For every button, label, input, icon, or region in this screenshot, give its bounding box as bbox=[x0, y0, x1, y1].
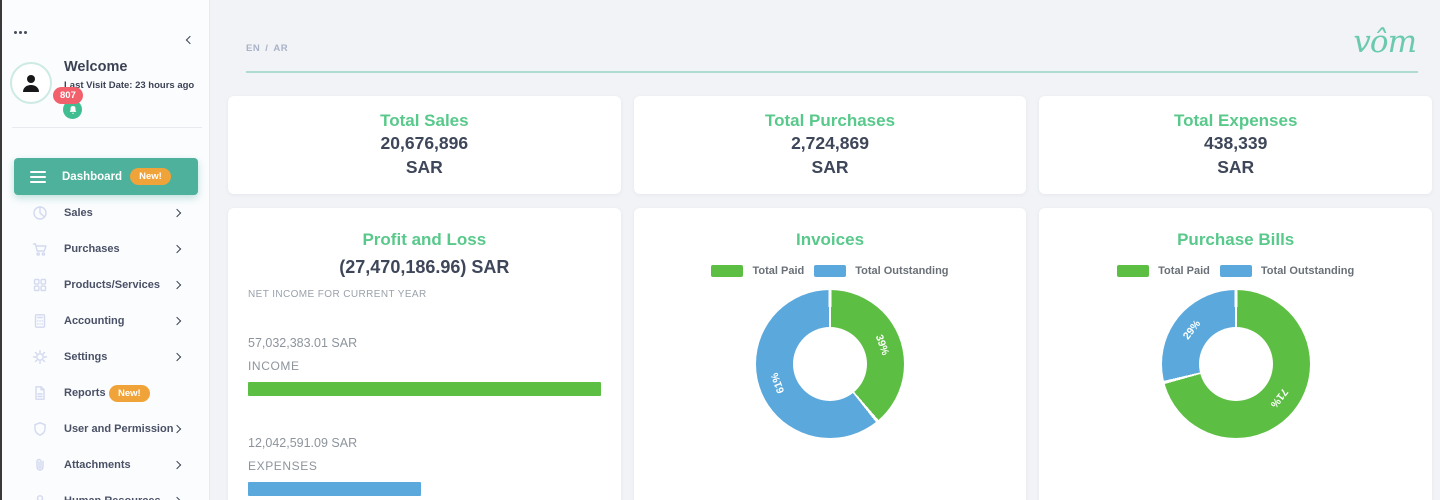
grid-icon bbox=[33, 278, 47, 292]
chevron-right-icon bbox=[172, 352, 182, 362]
cart-icon bbox=[32, 243, 47, 256]
total-expenses-value: 438,339 bbox=[1204, 133, 1268, 154]
net-income-subtitle: NET INCOME FOR CURRENT YEAR bbox=[248, 289, 427, 300]
person-icon bbox=[23, 75, 39, 92]
income-amount: 57,032,383.01 SAR bbox=[248, 336, 358, 350]
donut-percent-label: 39% bbox=[872, 333, 891, 358]
lang-ar[interactable]: AR bbox=[273, 43, 289, 54]
expenses-amount: 12,042,591.09 SAR bbox=[248, 436, 358, 450]
bell-icon bbox=[69, 105, 76, 114]
new-badge: New! bbox=[130, 168, 171, 185]
legend-swatch-green bbox=[711, 265, 744, 277]
chevron-right-icon bbox=[172, 460, 182, 470]
paperclip-icon bbox=[36, 458, 44, 471]
menu-dots-icon[interactable] bbox=[14, 31, 27, 34]
person-icon bbox=[36, 495, 44, 500]
invoices-card: Invoices Total Paid Total Outstanding 39… bbox=[633, 208, 1027, 500]
vom-logo[interactable]: vôm bbox=[1353, 24, 1417, 60]
card-title: Total Purchases bbox=[764, 111, 896, 131]
chevron-right-icon bbox=[172, 208, 182, 218]
total-purchases-value: 2,724,869 bbox=[791, 133, 869, 154]
sidebar-divider bbox=[12, 127, 202, 128]
sidebar-item-dashboard[interactable]: Dashboard New! bbox=[14, 158, 198, 195]
report-icon bbox=[35, 386, 45, 400]
sidebar-item-accounting[interactable]: Accounting bbox=[2, 303, 212, 339]
total-purchases-card: Total Purchases 2,724,869 SAR bbox=[633, 96, 1027, 194]
donut-percent-label: 61% bbox=[769, 370, 788, 395]
purchase-bills-legend: Total Paid Total Outstanding bbox=[1039, 265, 1432, 277]
language-switcher[interactable]: EN / AR bbox=[246, 43, 288, 54]
chevron-right-icon bbox=[172, 316, 182, 326]
currency-label: SAR bbox=[811, 157, 849, 177]
avatar[interactable] bbox=[10, 62, 52, 104]
notification-count-badge[interactable]: 807 bbox=[53, 87, 83, 105]
sidebar-item-settings[interactable]: Settings bbox=[2, 339, 212, 375]
donut-percent-label: 71% bbox=[1267, 385, 1291, 410]
last-visit-text: Last Visit Date: 23 hours ago bbox=[64, 80, 195, 91]
sidebar-menu: Sales Purchases Products/Services Accoun… bbox=[2, 195, 212, 500]
total-expenses-card: Total Expenses 438,339 SAR bbox=[1039, 96, 1433, 194]
invoices-donut-chart: 39% 61% bbox=[756, 290, 904, 438]
purchase-bills-card: Purchase Bills Total Paid Total Outstand… bbox=[1039, 208, 1433, 500]
invoices-legend: Total Paid Total Outstanding bbox=[634, 265, 1027, 277]
legend-item-total-paid[interactable]: Total Paid bbox=[711, 265, 804, 277]
expenses-label: EXPENSES bbox=[248, 459, 318, 473]
income-label: INCOME bbox=[248, 359, 300, 373]
legend-swatch-blue bbox=[1219, 265, 1252, 277]
currency-label: SAR bbox=[1217, 157, 1255, 177]
new-badge: New! bbox=[109, 384, 150, 402]
legend-swatch-green bbox=[1117, 265, 1150, 277]
header-divider bbox=[246, 71, 1418, 73]
card-title: Invoices bbox=[795, 230, 865, 249]
card-title: Total Sales bbox=[380, 111, 469, 131]
chevron-right-icon bbox=[172, 244, 182, 254]
card-title: Total Expenses bbox=[1173, 111, 1298, 131]
purchase-bills-donut-chart: 71% 29% bbox=[1161, 290, 1310, 438]
net-income-value: (27,470,186.96) SAR bbox=[339, 257, 510, 277]
calculator-icon bbox=[34, 314, 46, 328]
sidebar-item-purchases[interactable]: Purchases bbox=[2, 231, 212, 267]
sidebar-item-products-services[interactable]: Products/Services bbox=[2, 267, 212, 303]
legend-swatch-blue bbox=[814, 265, 847, 277]
profit-and-loss-card: Profit and Loss (27,470,186.96) SAR NET … bbox=[228, 208, 621, 500]
donut-percent-label: 29% bbox=[1181, 318, 1204, 343]
charts-row: Profit and Loss (27,470,186.96) SAR NET … bbox=[228, 208, 1433, 500]
sidebar-item-sales[interactable]: Sales bbox=[2, 195, 212, 231]
gear-icon bbox=[32, 349, 48, 365]
expenses-bar bbox=[248, 482, 421, 496]
welcome-text: Welcome bbox=[64, 59, 128, 75]
total-sales-value: 20,676,896 bbox=[380, 133, 469, 154]
legend-item-total-paid[interactable]: Total Paid bbox=[1117, 265, 1210, 277]
collapse-sidebar-button[interactable] bbox=[185, 30, 195, 48]
sidebar-item-user-and-permission[interactable]: User and Permission bbox=[2, 411, 212, 447]
bell-badge[interactable] bbox=[63, 100, 82, 119]
income-bar bbox=[248, 382, 601, 396]
sales-chart-icon bbox=[33, 206, 47, 220]
legend-item-total-outstanding[interactable]: Total Outstanding bbox=[814, 265, 949, 277]
currency-label: SAR bbox=[405, 157, 443, 177]
sidebar: Welcome Last Visit Date: 23 hours ago 80… bbox=[0, 0, 210, 500]
total-sales-card: Total Sales 20,676,896 SAR bbox=[228, 96, 621, 194]
lang-separator: / bbox=[265, 43, 269, 54]
dashboard-icon bbox=[30, 170, 46, 183]
sidebar-item-attachments[interactable]: Attachments bbox=[2, 447, 212, 483]
card-title: Purchase Bills bbox=[1177, 230, 1295, 249]
shield-icon bbox=[34, 422, 46, 436]
summary-cards-row: Total Sales 20,676,896 SAR Total Purchas… bbox=[228, 96, 1433, 194]
sidebar-item-label: Dashboard bbox=[62, 170, 123, 183]
card-title: Profit and Loss bbox=[362, 230, 487, 249]
chevron-right-icon bbox=[172, 424, 182, 434]
sidebar-item-human-resources[interactable]: Human Resources bbox=[2, 483, 212, 500]
lang-en[interactable]: EN bbox=[246, 43, 261, 54]
sidebar-item-reports[interactable]: Reports New! bbox=[2, 375, 212, 411]
legend-item-total-outstanding[interactable]: Total Outstanding bbox=[1219, 265, 1354, 277]
chevron-right-icon bbox=[172, 280, 182, 290]
